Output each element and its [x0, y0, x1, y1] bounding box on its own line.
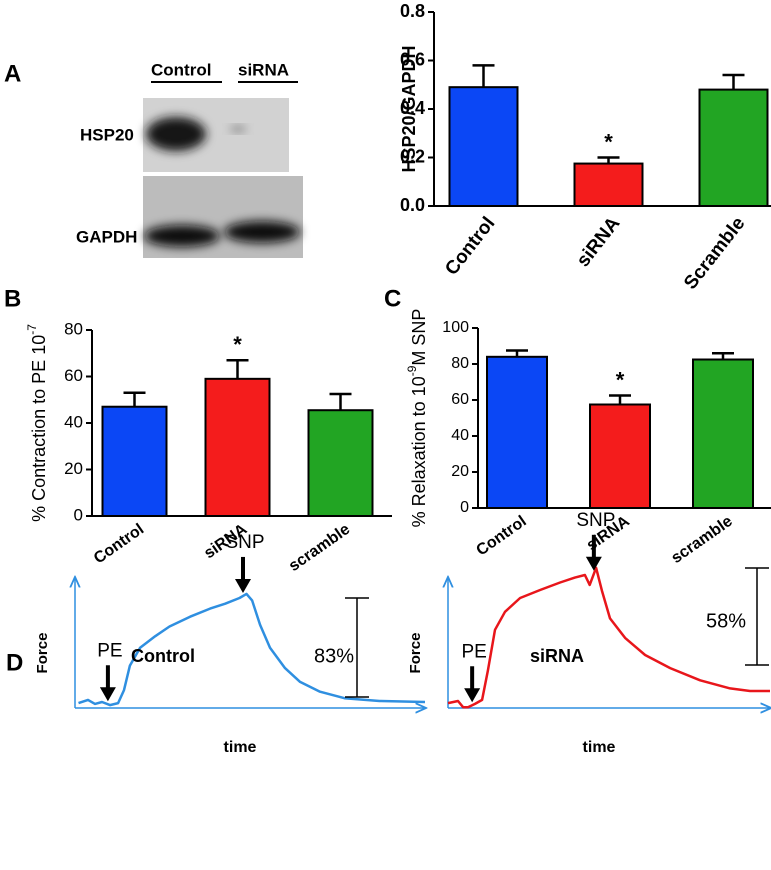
bar	[204, 377, 271, 518]
annotation-arrowhead	[464, 688, 481, 703]
y-tick-label: 0	[74, 505, 83, 524]
y-axis-label: HSP20/GAPDH	[399, 45, 419, 172]
lane-label: Control	[151, 60, 211, 79]
bar	[307, 409, 374, 517]
trace	[447, 566, 770, 709]
annotation-label: SNP	[225, 532, 264, 553]
x-axis-label: time	[583, 739, 616, 756]
bar	[486, 355, 548, 509]
x-tick-label: siRNA	[573, 213, 625, 271]
y-tick-label: 80	[451, 355, 469, 372]
y-axis-label: Force	[407, 633, 424, 674]
panel-label: A	[4, 60, 21, 87]
blot-band	[144, 225, 220, 247]
x-tick-label: Control	[91, 521, 147, 568]
y-tick-label: 0	[460, 499, 469, 516]
lane-label: siRNA	[238, 60, 289, 79]
y-tick-label: 60	[64, 366, 83, 385]
x-tick-label: Control	[441, 213, 499, 279]
y-tick-label: 0.6	[400, 49, 425, 69]
y-axis-label-superscript: -7	[25, 324, 39, 335]
significance-star: *	[604, 129, 613, 154]
y-tick-label: 40	[64, 412, 83, 431]
y-axis-label-text: % Contraction to PE 10	[29, 335, 49, 522]
chart-title: Control	[131, 646, 195, 666]
y-axis-label-text: % Relaxation to 10	[409, 376, 429, 527]
y-tick-label: 80	[64, 319, 83, 338]
chart-title: siRNA	[530, 646, 584, 666]
y-tick-label: 40	[451, 427, 469, 444]
y-axis-label: % Contraction to PE 10-7	[25, 324, 49, 522]
annotation-arrowhead	[99, 687, 116, 702]
y-tick-label: 60	[451, 391, 469, 408]
blot-band	[230, 126, 246, 132]
x-tick-label: scramble	[668, 513, 735, 567]
bar	[589, 403, 651, 509]
bar	[698, 88, 769, 207]
panel-label: B	[4, 285, 21, 312]
y-axis-label: Force	[34, 633, 51, 674]
panel-label: D	[6, 649, 23, 676]
y-tick-label: 20	[64, 459, 83, 478]
y-tick-label: 100	[442, 319, 469, 336]
row-label: GAPDH	[76, 227, 137, 246]
blot-band	[146, 117, 206, 151]
annotation-label: PE	[461, 641, 486, 662]
x-tick-label: scramble	[286, 521, 353, 575]
panel-label: C	[384, 285, 401, 312]
annotation-arrowhead	[235, 578, 251, 593]
western-blot: Control siRNA HSP20 GAPDH	[76, 60, 303, 258]
y-axis-label: % Relaxation to 10-9M SNP	[405, 309, 429, 528]
y-axis-label-text: M SNP	[409, 309, 429, 366]
y-axis-label-superscript: -9	[405, 365, 419, 376]
row-label: HSP20	[80, 125, 134, 144]
bar	[692, 358, 754, 509]
y-tick-label: 0.2	[400, 146, 425, 166]
y-tick-label: 0.0	[400, 195, 425, 215]
x-tick-label: Scramble	[680, 213, 749, 293]
x-axis-label: time	[224, 739, 257, 756]
y-axis-label-text: HSP20/GAPDH	[399, 45, 419, 172]
bar	[448, 86, 519, 207]
x-tick-label: Control	[473, 513, 529, 560]
significance-star: *	[616, 367, 625, 392]
annotation-label: SNP	[576, 510, 615, 531]
blot-band	[224, 221, 300, 243]
y-tick-label: 20	[451, 463, 469, 480]
annotation-label: PE	[97, 640, 122, 661]
bar	[573, 162, 644, 207]
y-tick-label: 0.4	[400, 98, 425, 118]
annotation-arrowhead	[585, 556, 602, 571]
measure-label: 58%	[706, 610, 746, 632]
bar	[101, 405, 168, 518]
y-tick-label: 0.8	[400, 1, 425, 21]
significance-star: *	[233, 332, 242, 357]
trace	[78, 592, 426, 707]
measure-label: 83%	[314, 645, 354, 667]
